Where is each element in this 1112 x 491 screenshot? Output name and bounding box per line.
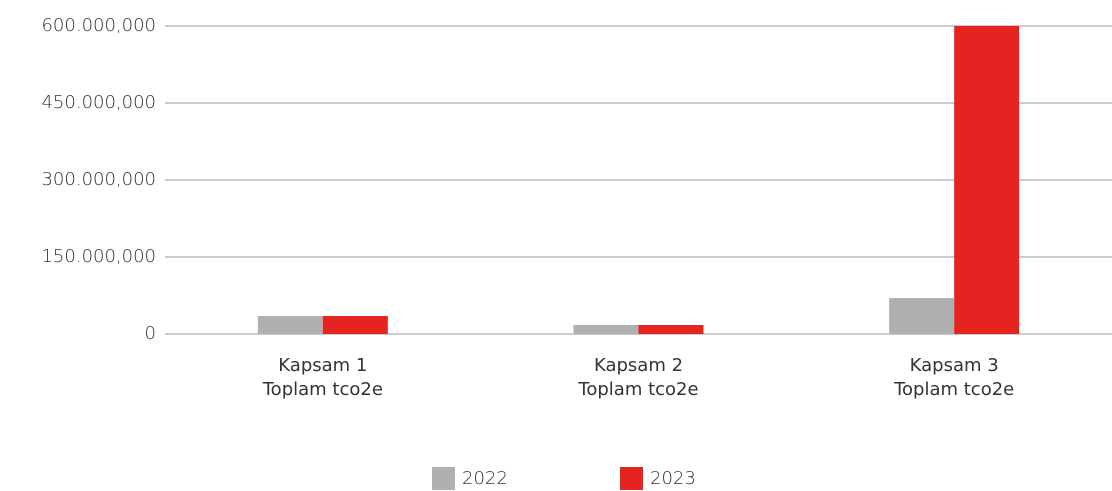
bar — [257, 316, 323, 334]
x-tick-label: Kapsam 2 Toplam tco2e — [578, 355, 699, 400]
x-tick-label: Kapsam 1 Toplam tco2e — [262, 355, 383, 400]
y-tick-label: 600.000,000 — [41, 15, 156, 36]
x-tick-label: Kapsam 3 Toplam tco2e — [894, 355, 1015, 400]
bar — [889, 298, 955, 334]
bar — [573, 325, 639, 334]
bar — [954, 26, 1020, 334]
y-tick-label: 150.000,000 — [41, 246, 156, 267]
bar — [322, 316, 388, 334]
legend-swatch — [432, 467, 455, 490]
legend-label: 2023 — [650, 468, 696, 489]
y-tick-label: 300.000,000 — [41, 169, 156, 190]
y-tick-label: 450.000,000 — [41, 92, 156, 113]
bar — [638, 325, 704, 334]
legend-label: 2022 — [462, 468, 508, 489]
legend-swatch — [620, 467, 643, 490]
y-tick-label: 0 — [145, 323, 156, 344]
